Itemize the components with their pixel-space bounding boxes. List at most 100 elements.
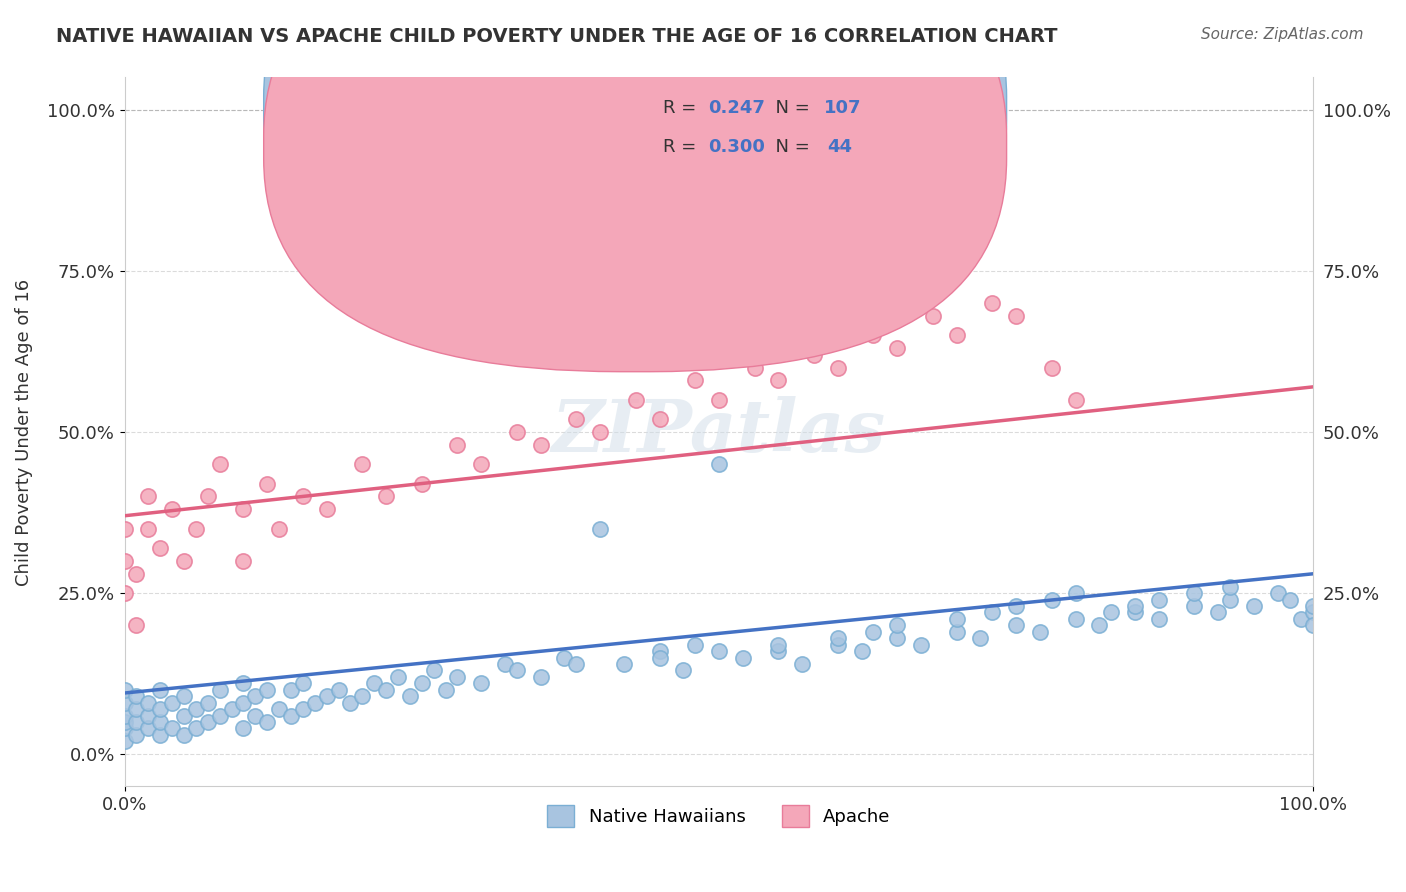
Point [1029, 624, 1052, 639]
Point [352, 457, 374, 471]
Point [731, 650, 754, 665]
Point [184, 702, 207, 716]
Point [1005, 309, 1028, 323]
Point [221, 702, 243, 716]
Point [910, 638, 932, 652]
Point [208, 457, 231, 471]
Point [208, 682, 231, 697]
Point [245, 690, 267, 704]
Point [256, 714, 278, 729]
Point [1064, 392, 1087, 407]
Point [232, 554, 254, 568]
Point [506, 664, 529, 678]
Point [589, 425, 612, 439]
Point [125, 566, 148, 581]
Point [149, 541, 172, 555]
Point [280, 682, 302, 697]
Point [648, 644, 671, 658]
Point [862, 624, 884, 639]
Point [434, 682, 457, 697]
Point [1088, 618, 1111, 632]
Point [315, 690, 337, 704]
Point [1302, 599, 1324, 613]
Point [304, 696, 326, 710]
Point [1267, 586, 1289, 600]
Point [981, 296, 1004, 310]
Point [886, 618, 908, 632]
Point [768, 638, 790, 652]
Point [613, 657, 636, 671]
Text: Source: ZipAtlas.com: Source: ZipAtlas.com [1201, 27, 1364, 42]
Point [589, 522, 612, 536]
Point [1184, 586, 1206, 600]
Text: ZIPatlas: ZIPatlas [553, 396, 886, 467]
Point [138, 490, 160, 504]
Point [291, 490, 314, 504]
Point [256, 682, 278, 697]
Point [411, 676, 433, 690]
Point [173, 708, 195, 723]
Text: R =: R = [664, 138, 702, 156]
Point [138, 522, 160, 536]
Point [114, 708, 136, 723]
Text: 107: 107 [824, 99, 860, 117]
Point [672, 664, 695, 678]
Text: 0.300: 0.300 [709, 138, 765, 156]
Point [803, 348, 825, 362]
Point [827, 632, 849, 646]
Point [125, 690, 148, 704]
Point [1005, 618, 1028, 632]
Point [160, 696, 183, 710]
Point [149, 714, 172, 729]
Point [173, 554, 195, 568]
Point [138, 708, 160, 723]
Point [160, 502, 183, 516]
Point [1219, 592, 1241, 607]
Point [1243, 599, 1265, 613]
Point [470, 457, 492, 471]
Point [114, 722, 136, 736]
Point [197, 696, 219, 710]
Point [1040, 592, 1063, 607]
Y-axis label: Child Poverty Under the Age of 16: Child Poverty Under the Age of 16 [15, 278, 32, 585]
Point [792, 657, 814, 671]
Point [149, 702, 172, 716]
Point [269, 702, 291, 716]
Point [269, 522, 291, 536]
Point [530, 670, 553, 684]
Point [125, 618, 148, 632]
Point [114, 696, 136, 710]
Point [173, 728, 195, 742]
Point [399, 690, 422, 704]
Point [138, 722, 160, 736]
Point [886, 632, 908, 646]
Point [197, 490, 219, 504]
FancyBboxPatch shape [264, 0, 1007, 372]
Point [375, 682, 398, 697]
Point [1278, 592, 1301, 607]
Point [328, 682, 350, 697]
Point [125, 728, 148, 742]
Point [470, 676, 492, 690]
FancyBboxPatch shape [264, 0, 1007, 333]
Point [707, 392, 730, 407]
Point [363, 676, 385, 690]
Point [1123, 599, 1146, 613]
Point [280, 708, 302, 723]
Text: N =: N = [763, 99, 815, 117]
Point [138, 696, 160, 710]
Text: N =: N = [763, 138, 815, 156]
Point [422, 664, 444, 678]
Point [624, 392, 647, 407]
Point [945, 612, 967, 626]
Point [565, 412, 588, 426]
Point [232, 676, 254, 690]
Point [683, 373, 706, 387]
Point [245, 708, 267, 723]
Point [114, 682, 136, 697]
Point [1099, 606, 1122, 620]
Point [114, 554, 136, 568]
Point [291, 702, 314, 716]
Point [851, 644, 873, 658]
Point [506, 425, 529, 439]
